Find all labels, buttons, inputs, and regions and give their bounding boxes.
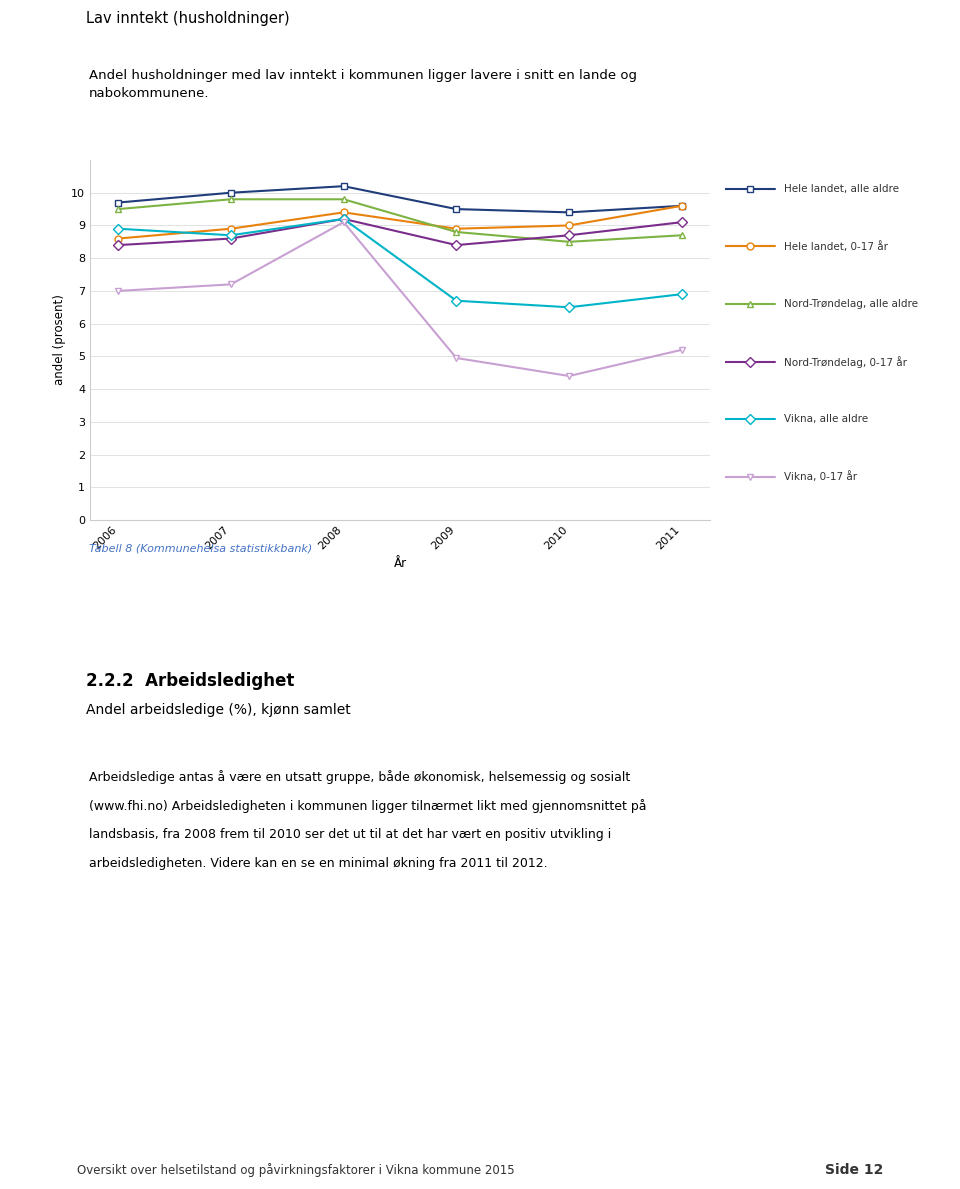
Vikna, alle aldre	[676, 287, 687, 301]
Vikna, alle aldre	[226, 228, 237, 243]
Nord-Trøndelag, alle aldre	[226, 193, 237, 207]
Nord-Trøndelag, 0-17 år	[338, 212, 349, 226]
Hele landet, alle aldre	[226, 185, 237, 200]
Hele landet, 0-17 år	[564, 219, 575, 233]
Vikna, 0-17 år	[338, 215, 349, 229]
Nord-Trøndelag, 0-17 år	[564, 228, 575, 243]
Hele landet, 0-17 år	[676, 199, 687, 213]
Hele landet, alle aldre	[112, 195, 124, 209]
Hele landet, alle aldre	[564, 206, 575, 220]
Vikna, alle aldre	[450, 294, 462, 308]
Vikna, alle aldre	[112, 221, 124, 235]
Vikna, 0-17 år	[112, 284, 124, 298]
Text: 2.2.2  Arbeidsledighet: 2.2.2 Arbeidsledighet	[86, 672, 295, 690]
Vikna, alle aldre	[338, 212, 349, 226]
Nord-Trøndelag, alle aldre	[564, 234, 575, 249]
Hele landet, 0-17 år	[450, 221, 462, 235]
Hele landet, alle aldre	[450, 202, 462, 216]
Text: Andel arbeidsledige (%), kjønn samlet: Andel arbeidsledige (%), kjønn samlet	[86, 703, 351, 717]
Text: Nord-Trøndelag, 0-17 år: Nord-Trøndelag, 0-17 år	[783, 356, 906, 367]
Vikna, 0-17 år	[564, 369, 575, 383]
Hele landet, alle aldre	[676, 199, 687, 213]
Text: Hele landet, 0-17 år: Hele landet, 0-17 år	[783, 241, 887, 252]
Y-axis label: andel (prosent): andel (prosent)	[53, 295, 65, 385]
X-axis label: År: År	[394, 558, 407, 571]
Text: Side 12: Side 12	[825, 1163, 883, 1177]
Line: Vikna, 0-17 år: Vikna, 0-17 år	[114, 219, 685, 379]
Text: Nord-Trøndelag, alle aldre: Nord-Trøndelag, alle aldre	[783, 298, 918, 309]
Nord-Trøndelag, alle aldre	[112, 202, 124, 216]
Nord-Trøndelag, alle aldre	[450, 225, 462, 239]
Nord-Trøndelag, 0-17 år	[112, 238, 124, 252]
Vikna, alle aldre	[564, 300, 575, 314]
Line: Hele landet, 0-17 år: Hele landet, 0-17 år	[114, 202, 685, 243]
Text: Lav inntekt (husholdninger): Lav inntekt (husholdninger)	[86, 12, 290, 26]
Hele landet, 0-17 år	[338, 206, 349, 220]
Line: Nord-Trøndelag, alle aldre: Nord-Trøndelag, alle aldre	[114, 196, 685, 245]
Vikna, 0-17 år	[676, 342, 687, 357]
Text: Tabell 8 (Kommunehelsa statistikkbank): Tabell 8 (Kommunehelsa statistikkbank)	[89, 545, 312, 554]
Hele landet, alle aldre	[338, 180, 349, 194]
Text: Andel husholdninger med lav inntekt i kommunen ligger lavere i snitt en lande og: Andel husholdninger med lav inntekt i ko…	[89, 69, 636, 100]
Line: Vikna, alle aldre: Vikna, alle aldre	[114, 215, 685, 310]
Text: Hele landet, alle aldre: Hele landet, alle aldre	[783, 184, 899, 194]
Hele landet, 0-17 år	[226, 221, 237, 235]
Text: arbeidsledigheten. Videre kan en se en minimal økning fra 2011 til 2012.: arbeidsledigheten. Videre kan en se en m…	[89, 856, 547, 869]
Text: landsbasis, fra 2008 frem til 2010 ser det ut til at det har vært en positiv utv: landsbasis, fra 2008 frem til 2010 ser d…	[89, 828, 612, 841]
Text: Vikna, 0-17 år: Vikna, 0-17 år	[783, 471, 856, 483]
Vikna, 0-17 år	[450, 351, 462, 365]
Text: Vikna, alle aldre: Vikna, alle aldre	[783, 414, 868, 424]
Line: Hele landet, alle aldre: Hele landet, alle aldre	[114, 183, 685, 216]
Nord-Trøndelag, 0-17 år	[226, 232, 237, 246]
Line: Nord-Trøndelag, 0-17 år: Nord-Trøndelag, 0-17 år	[114, 215, 685, 249]
Text: Oversikt over helsetilstand og påvirkningsfaktorer i Vikna kommune 2015: Oversikt over helsetilstand og påvirknin…	[77, 1163, 515, 1177]
Nord-Trøndelag, 0-17 år	[450, 238, 462, 252]
Nord-Trøndelag, alle aldre	[676, 228, 687, 243]
Nord-Trøndelag, alle aldre	[338, 193, 349, 207]
Text: Arbeidsledige antas å være en utsatt gruppe, både økonomisk, helsemessig og sosi: Arbeidsledige antas å være en utsatt gru…	[89, 769, 630, 784]
Text: (www.fhi.no) Arbeidsledigheten i kommunen ligger tilnærmet likt med gjennomsnitt: (www.fhi.no) Arbeidsledigheten i kommune…	[89, 799, 646, 812]
Nord-Trøndelag, 0-17 år	[676, 215, 687, 229]
Hele landet, 0-17 år	[112, 232, 124, 246]
Vikna, 0-17 år	[226, 277, 237, 291]
